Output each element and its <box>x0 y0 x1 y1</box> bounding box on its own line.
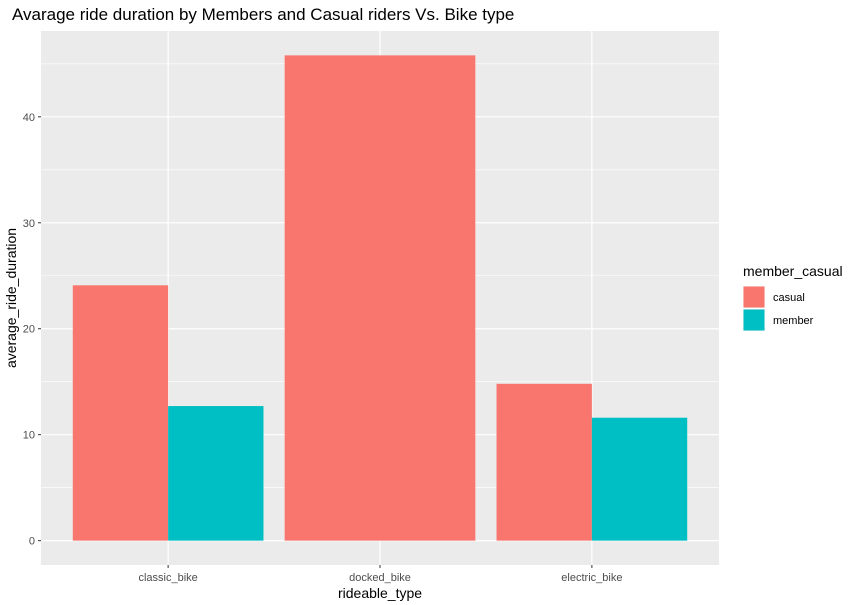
legend-title: member_casual <box>743 263 843 279</box>
x-axis-title: rideable_type <box>338 585 422 601</box>
chart-title: Avarage ride duration by Members and Cas… <box>12 5 514 24</box>
bars <box>72 55 688 541</box>
y-tick-label: 20 <box>23 324 35 336</box>
legend-key-casual <box>743 286 765 308</box>
x-tick-label: classic_bike <box>138 572 197 584</box>
bar-member-classic_bike <box>168 406 264 541</box>
bar-casual-classic_bike <box>72 285 169 541</box>
x-tick-label: docked_bike <box>349 572 411 584</box>
y-tick-label: 0 <box>29 536 35 548</box>
legend: member_casual casual member <box>743 263 843 331</box>
bar-casual-electric_bike <box>496 383 592 541</box>
bar-member-electric_bike <box>591 417 688 541</box>
x-axis: classic_bike docked_bike electric_bike <box>138 565 622 584</box>
x-tick-label: electric_bike <box>561 572 622 584</box>
legend-label-member: member <box>773 315 814 327</box>
legend-key-member <box>743 309 765 331</box>
y-axis-title: average_ride_duration <box>3 228 19 368</box>
y-tick-label: 40 <box>23 112 35 124</box>
y-tick-label: 30 <box>23 218 35 230</box>
legend-label-casual: casual <box>773 292 805 304</box>
y-axis: 0 10 20 30 40 <box>23 112 41 548</box>
y-tick-label: 10 <box>23 430 35 442</box>
bar-casual-docked_bike <box>284 55 476 541</box>
